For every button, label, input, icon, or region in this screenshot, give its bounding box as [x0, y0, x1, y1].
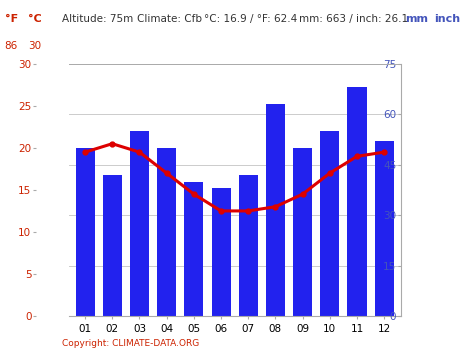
Text: °C: °C [28, 14, 42, 24]
Bar [374, 141, 394, 316]
Bar [75, 148, 95, 316]
Text: Copyright: CLIMATE-DATA.ORG: Copyright: CLIMATE-DATA.ORG [62, 339, 199, 348]
Bar [130, 131, 149, 316]
Bar [293, 148, 312, 316]
Bar [320, 131, 339, 316]
Bar [347, 87, 366, 316]
Text: mm: 663 / inch: 26.1: mm: 663 / inch: 26.1 [299, 14, 408, 24]
Text: inch: inch [434, 14, 460, 24]
Text: 86: 86 [5, 41, 18, 51]
Text: °C: 16.9 / °F: 62.4: °C: 16.9 / °F: 62.4 [204, 14, 297, 24]
Bar [266, 104, 285, 316]
Bar [184, 181, 203, 316]
Bar [103, 175, 122, 316]
Bar [157, 148, 176, 316]
Text: Altitude: 75m: Altitude: 75m [62, 14, 133, 24]
Bar [239, 175, 258, 316]
Bar [211, 188, 230, 316]
Text: Climate: Cfb: Climate: Cfb [137, 14, 202, 24]
Text: °F: °F [5, 14, 18, 24]
Text: 30: 30 [28, 41, 42, 51]
Text: mm: mm [405, 14, 428, 24]
